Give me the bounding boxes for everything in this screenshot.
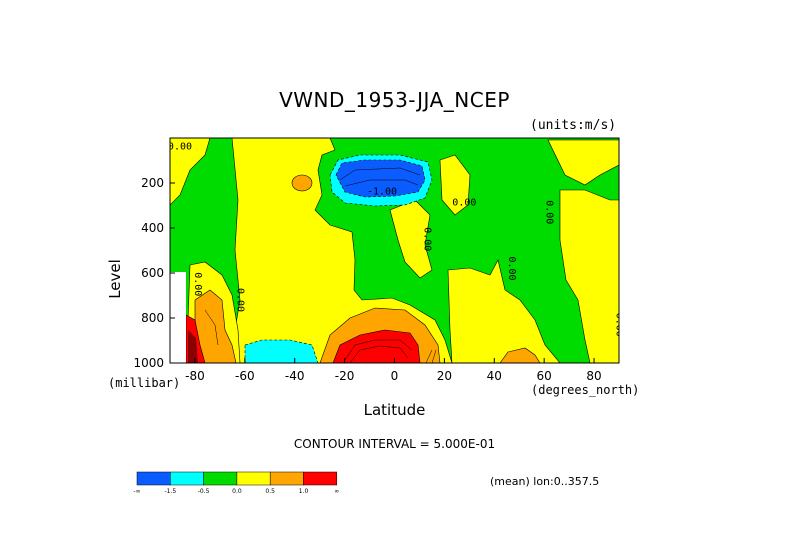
cyan-region-lower [244,339,319,363]
y-tick-label: 400 [141,221,164,235]
x-axis-label: Latitude [363,401,426,419]
y-ticks: 200 400 600 800 1000 [133,176,175,370]
colorbar-swatch [136,471,171,486]
contour-label: 0.00 [192,272,203,296]
x-tick-label: -20 [335,369,355,383]
x-tick-label: 20 [437,369,452,383]
yellow-region-topleft [170,138,211,206]
x-tick-label: 0 [391,369,399,383]
colorbar-swatch [303,471,338,486]
y-axis-unit: (millibar) [108,376,181,390]
y-tick-label: 1000 [133,356,164,370]
x-axis-unit: (degrees_north) [531,383,640,397]
y-tick-label: 200 [141,176,164,190]
contour-label: 0.00 [452,198,476,209]
contour-interval-label: CONTOUR INTERVAL = 5.000E-01 [293,437,496,451]
colorbar-swatch [203,471,238,486]
contour-label: 0.00 [168,141,192,152]
yellow-region-tropic [389,199,433,279]
colorbar-swatch [170,471,204,486]
y-tick-label: 600 [141,266,164,280]
chart-title: VWND_1953-JJA_NCEP [279,88,510,112]
orange-blob-upper [291,174,313,192]
x-tick-label: -40 [285,369,305,383]
colorbar-label: 1.0 [299,488,309,495]
mean-lon-label: (mean) lon:0..357.5 [490,475,600,488]
yellow-region-central [231,138,453,363]
contour-labels: 0.00 0.00 0.00 -1.00 0.00 0.00 0.00 0.00 0.00 [168,141,625,337]
y-tick-label: 800 [141,311,164,325]
orange-region-left [194,289,237,363]
colorbar-swatch [236,471,271,486]
x-tick-label: 60 [537,369,552,383]
colorbar-label: 0.5 [265,488,275,495]
darkred-region-left [188,330,198,363]
colorbar-swatch [269,471,304,486]
contour-lines [204,167,437,363]
yellow-region-right [447,259,561,363]
x-tick-label: 80 [586,369,601,383]
yellow-region-east [559,189,619,363]
missing-data-region [170,272,186,363]
orange-region-right [499,347,541,363]
filled-contours: 0.00 0.00 0.00 -1.00 0.00 0.00 0.00 0.00 0.00 [168,138,625,363]
colorbar-label: -∞ [133,488,140,495]
x-tick-label: -60 [235,369,255,383]
units-label: (units:m/s) [530,118,617,133]
contour-label: 0.00 [544,200,555,224]
colorbar-label: -0.5 [198,488,210,495]
contour-label: -1.00 [367,186,397,197]
x-tick-label: 40 [487,369,502,383]
colorbar-label: ∞ [334,488,339,495]
colorbar: -∞ -1.5 -0.5 0.0 0.5 1.0 ∞ [133,471,339,495]
blue-region-upper [335,159,426,198]
yellow-region-ne [547,139,619,186]
x-ticks: -80 -60 -40 -20 0 20 40 60 80 [185,358,602,383]
contour-label: 0.00 [421,227,432,251]
colorbar-label: -1.5 [164,488,176,495]
x-tick-label: -80 [185,369,205,383]
colorbar-label: 0.0 [232,488,242,495]
contour-label: 0.00 [234,288,245,312]
contour-label: 0.00 [506,256,517,280]
yellow-region-upper [439,154,471,216]
contour-label: 0.00 [614,313,625,337]
